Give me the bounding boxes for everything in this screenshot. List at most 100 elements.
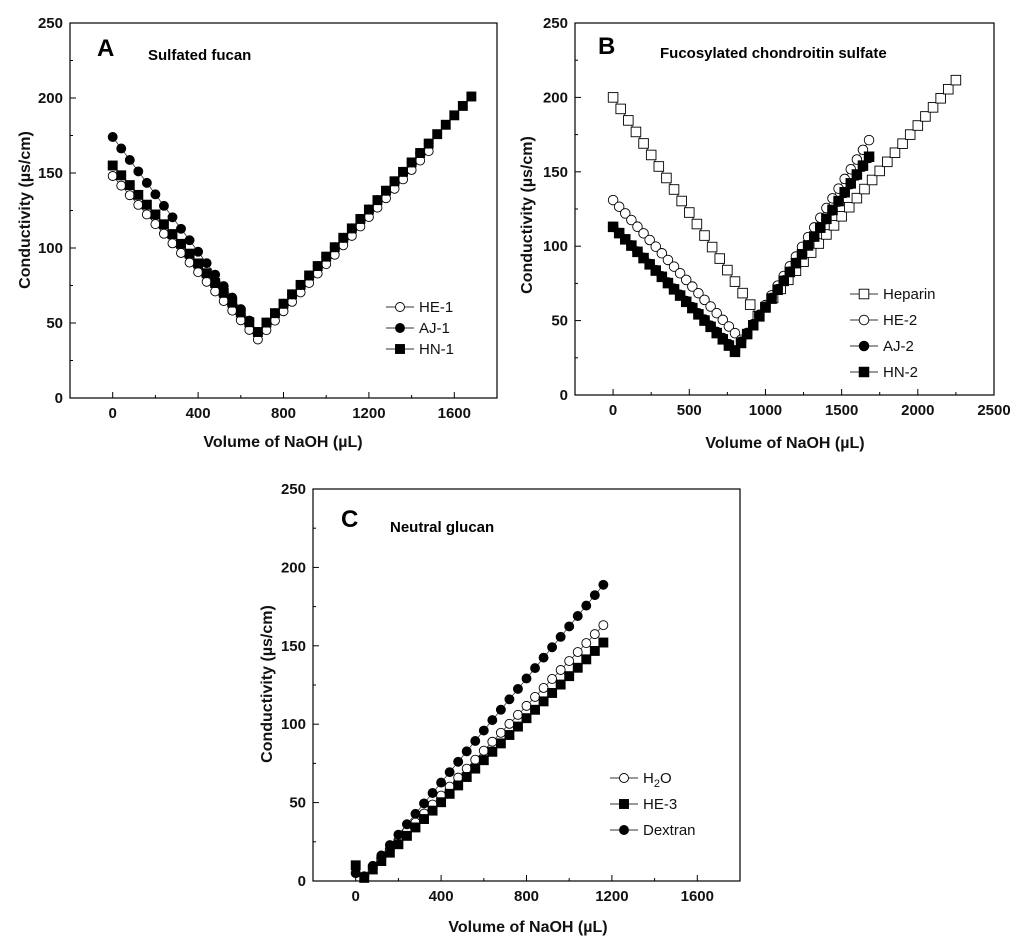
- panel-c-data-point: [495, 704, 506, 715]
- panel-c-data-point: [487, 746, 498, 757]
- panel-b-data-point: [693, 287, 704, 299]
- panel-c-data-point: [453, 780, 464, 791]
- panel-b-data-point: [827, 204, 838, 216]
- panel-b-data-point: [833, 195, 844, 207]
- panel-c-data-point: [495, 738, 506, 749]
- panel-b-data-point: [904, 129, 916, 140]
- panel-a-data-point: [457, 100, 468, 111]
- panel-a-data-point: [141, 177, 152, 188]
- panel-b-y-tick-label: 250: [543, 15, 568, 32]
- panel-c-data-point: [564, 671, 575, 682]
- panel-a-series-aj-1: [107, 132, 434, 337]
- panel-b-series-line: [612, 157, 870, 352]
- panel-b-data-point: [613, 201, 625, 212]
- panel-b-letter: B: [598, 33, 615, 60]
- panel-b-data-point: [711, 307, 722, 319]
- panel-c-data-point: [444, 788, 455, 799]
- panel-a-data-point: [423, 138, 434, 149]
- panel-b-data-point: [760, 302, 771, 313]
- panel-b-data-point: [662, 277, 674, 289]
- panel-c-y-tick-label: 150: [281, 638, 306, 655]
- panel-b-data-point: [674, 290, 686, 301]
- panel-b-x-tick-label: 2000: [901, 402, 934, 419]
- panel-b-data-point: [699, 294, 710, 306]
- panel-c-data-point: [504, 730, 515, 740]
- panel-a-data-point: [415, 148, 426, 158]
- panel-b-legend-item: HE-2: [850, 312, 917, 329]
- panel-c-data-point: [538, 652, 549, 663]
- panel-c-title: Neutral glucan: [390, 519, 494, 536]
- panel-b-data-point: [863, 151, 875, 162]
- panel-b-y-axis-label: Conductivity (µs/cm): [519, 136, 536, 294]
- panel-c-data-point: [384, 840, 395, 851]
- panel-b-data-point: [866, 174, 878, 186]
- panel-b-data-point: [615, 103, 626, 115]
- panel-b-data-point: [705, 321, 716, 333]
- panel-a-data-point: [158, 228, 169, 239]
- panel-b-legend-item: Heparin: [850, 286, 936, 303]
- panel-a-y-tick-label: 200: [38, 90, 63, 107]
- panel-a-legend-label: HN-1: [419, 341, 454, 358]
- panel-a-data-point: [116, 143, 127, 154]
- panel-a-data-point: [193, 246, 204, 257]
- panel-c-data-point: [547, 674, 558, 684]
- panel-c-data-point: [564, 656, 575, 666]
- panel-b-data-point: [744, 299, 756, 310]
- panel-b-x-tick-label: 500: [677, 402, 702, 419]
- panel-b-data-point: [680, 274, 692, 286]
- panel-b-data-point: [784, 266, 796, 278]
- panel-a-legend-label: AJ-1: [419, 320, 450, 337]
- panel-a-data-point: [210, 286, 221, 297]
- panel-a-data-point: [295, 279, 306, 290]
- panel-b-title: Fucosylated chondroitin sulfate: [660, 45, 887, 62]
- panel-c-data-point: [478, 755, 489, 766]
- panel-a-data-point: [406, 157, 417, 168]
- panel-a-x-tick-label: 400: [186, 405, 211, 422]
- panel-a-data-point: [167, 229, 178, 240]
- panel-c-data-point: [350, 868, 361, 879]
- panel-b-data-point: [836, 211, 847, 222]
- panel-b-data-point: [676, 195, 687, 207]
- panel-c-data-point: [461, 746, 472, 757]
- panel-b-data-point: [844, 201, 855, 213]
- panel-b-series-hn-2: [607, 151, 875, 358]
- panel-a-data-point: [184, 248, 195, 259]
- panel-b-data-point: [607, 92, 619, 103]
- panel-b-data-point: [613, 227, 625, 239]
- panel-c-data-point: [555, 679, 566, 690]
- panel-b-legend-marker: [858, 366, 870, 378]
- panel-b-x-tick-label: 1000: [749, 402, 782, 419]
- panel-c-data-point: [436, 777, 447, 788]
- panel-b-data-point: [699, 315, 710, 326]
- panel-b-data-point: [623, 115, 634, 126]
- panel-c-data-point: [453, 756, 464, 767]
- panel-a-y-tick-label: 250: [38, 15, 63, 32]
- panel-b-data-point: [638, 228, 649, 239]
- panel-a-y-tick-label: 50: [46, 315, 63, 332]
- panel-b-data-point: [927, 102, 939, 113]
- panel-a-data-point: [124, 190, 135, 201]
- panel-a-data-point: [312, 261, 323, 272]
- panel-c-data-point: [436, 797, 447, 808]
- panel-c-data-point: [530, 691, 540, 702]
- panel-b-data-point: [912, 120, 924, 131]
- panel-c-letter: C: [341, 506, 358, 533]
- panel-c-data-point: [359, 871, 370, 882]
- panel-c-x-tick-label: 1200: [595, 888, 628, 905]
- panel-c-data-point: [555, 631, 566, 642]
- panel-b-data-point: [950, 74, 962, 86]
- panel-b-data-point: [778, 275, 789, 287]
- panel-c-data-point: [521, 673, 532, 684]
- panel-c-data-point: [581, 600, 592, 611]
- panel-b-data-point: [723, 321, 735, 332]
- panel-a-x-tick-label: 1200: [352, 405, 385, 422]
- panel-b-data-point: [626, 240, 637, 251]
- panel-a-data-point: [210, 278, 221, 288]
- panel-b-data-point: [674, 267, 686, 279]
- panel-b-data-point: [620, 234, 631, 245]
- panel-b-data-point: [935, 93, 946, 104]
- panel-c-data-point: [581, 654, 592, 665]
- panel-b-data-point: [638, 138, 649, 149]
- panel-b-legend-item: AJ-2: [850, 338, 914, 355]
- panel-a-data-point: [338, 232, 349, 243]
